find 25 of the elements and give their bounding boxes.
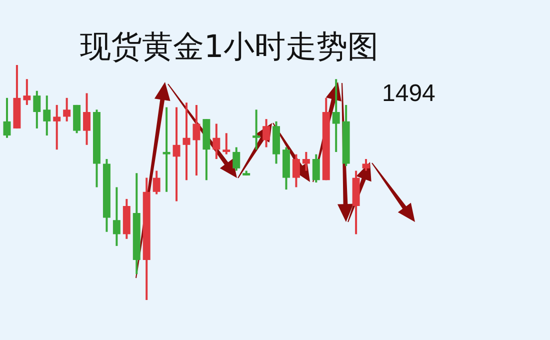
candlestick [83,92,91,146]
candlestick [222,132,230,156]
candlestick [43,94,51,136]
chart-title: 现货黄金1小时走势图 [80,28,379,67]
text: 1494 [382,80,436,108]
candlestick [232,146,240,172]
candlestick [33,90,41,130]
candlestick [362,158,370,172]
candlestick [53,104,61,151]
candlestick [262,118,270,148]
candlestick [212,122,220,160]
candlestick [312,153,320,184]
candlestick [152,170,160,196]
candlestick [23,78,31,106]
candlestick [292,153,300,188]
candlestick [112,186,120,247]
candlestick [302,150,310,172]
candlestick [172,106,180,202]
candlestick [162,106,170,193]
candlestick [332,78,340,153]
candlestick [3,96,11,139]
candlestick [182,102,190,182]
candlestick [252,108,260,151]
candlestick [63,96,71,122]
candlestick [192,104,200,176]
